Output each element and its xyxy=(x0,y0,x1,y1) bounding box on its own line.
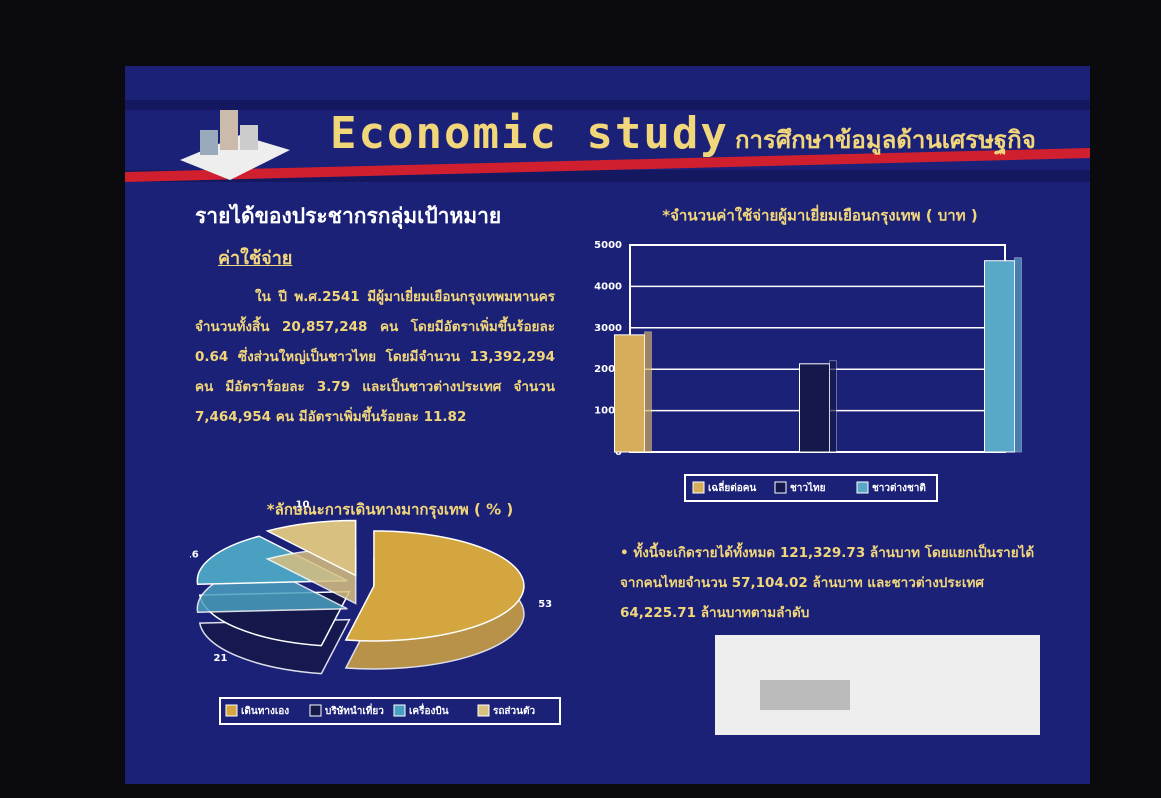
legend-label: เครื่องบิน xyxy=(409,703,449,717)
heading: รายได้ของประชากรกลุ่มเป้าหมาย xyxy=(195,204,502,228)
paragraph: ใน ปี พ.ศ.2541 มีผู้มาเยี่ยมเยือนกรุงเทพ… xyxy=(195,289,555,425)
legend-swatch xyxy=(774,481,787,494)
legend-swatch xyxy=(856,481,869,494)
coins-icon xyxy=(180,110,290,180)
bar xyxy=(984,260,1015,453)
summary: • ทั้งนี้จะเกิดรายได้ทั้งหมด 121,329.73 … xyxy=(620,545,1035,621)
slice xyxy=(265,519,357,577)
legend-label: บริษัทนำเที่ยว xyxy=(325,703,384,717)
y-tick-label: 4000 xyxy=(594,281,622,292)
legend-label: รถส่วนตัว xyxy=(493,705,535,717)
red-stripe xyxy=(125,148,1090,182)
data-label: 53 xyxy=(538,599,552,610)
legend-box xyxy=(684,474,938,502)
chart-title: *ลักษณะการเดินทางมากรุงเทพ ( % ) xyxy=(267,501,513,520)
legend-swatch xyxy=(309,704,322,717)
title-en: Economic study xyxy=(330,108,729,159)
y-tick-label: 3000 xyxy=(594,323,622,334)
bar-side xyxy=(1014,257,1022,453)
subheading: ค่าใช้จ่าย xyxy=(218,248,293,269)
data-label: 10 xyxy=(296,500,310,511)
y-tick-label: 2000 xyxy=(594,364,622,375)
legend-label: ชาวต่างชาติ xyxy=(872,482,926,494)
legend-label: ชาวไทย xyxy=(790,481,826,494)
legend-label: เฉลี่ยต่อคน xyxy=(708,480,756,494)
data-label: 16 xyxy=(190,550,199,561)
legend-swatch xyxy=(393,704,406,717)
legend-box xyxy=(219,697,561,725)
pie-chart: *ลักษณะการเดินทางมากรุงเทพ ( % ) 53 21 16 10… xyxy=(190,500,561,725)
bar-chart: *จำนวนค่าใช้จ่ายผู้มาเยี่ยมเยือนกรุงเทพ … xyxy=(594,205,1022,502)
bar-side xyxy=(829,360,837,453)
chart-title: *จำนวนค่าใช้จ่ายผู้มาเยี่ยมเยือนกรุงเทพ … xyxy=(662,205,977,226)
legend-swatch xyxy=(225,704,238,717)
legend-swatch xyxy=(477,704,490,717)
bar xyxy=(799,363,830,453)
legend-label: เดินทางเอง xyxy=(241,705,289,717)
slice xyxy=(344,530,525,642)
bar xyxy=(614,334,645,453)
legend-swatch xyxy=(692,481,705,494)
y-tick-label: 1000 xyxy=(594,406,622,417)
title-th: การศึกษาข้อมูลด้านเศรษฐกิจ xyxy=(735,126,1036,154)
bar-side xyxy=(644,331,652,453)
y-tick-label: 5000 xyxy=(594,240,622,251)
data-label: 21 xyxy=(214,653,228,664)
stripe xyxy=(125,100,1090,110)
photo-building xyxy=(760,680,850,710)
